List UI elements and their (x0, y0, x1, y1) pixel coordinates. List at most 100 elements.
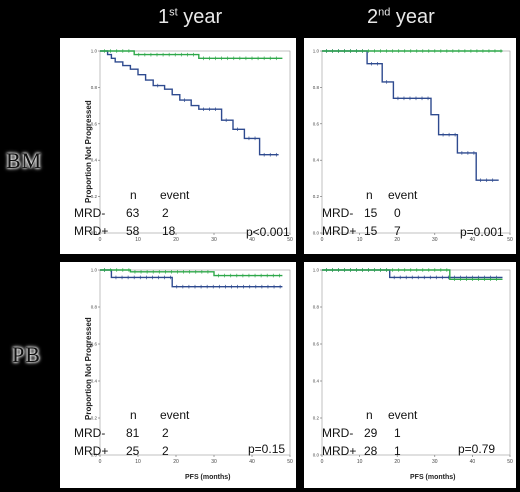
y-tick-label: 0.0 (91, 453, 98, 458)
row-name-mrd-pos: MRD+ (322, 224, 357, 238)
km-curve-mrd-neg (100, 269, 283, 277)
y-tick-label: 0.2 (91, 194, 98, 199)
x-tick-label: 40 (249, 459, 255, 465)
km-plot-bm-year1: 0.0 0.2 0.4 0.6 0.8 1.0 0 10 20 30 40 50 (91, 49, 293, 244)
stats-table-bm-year2: n event MRD- 15 0 MRD+ 15 7 (322, 188, 502, 238)
x-tick-label: 0 (321, 459, 324, 465)
n-mrd-neg: 63 (126, 206, 140, 220)
col-header-event: event (160, 188, 190, 202)
col-header-event: event (160, 408, 190, 422)
panel-bm-year1: 0.0 0.2 0.4 0.6 0.8 1.0 0 10 20 30 40 50 Proportion… (60, 38, 296, 254)
y-tick-label: 0.6 (91, 121, 98, 126)
col-title-year1-rest: year (177, 6, 223, 28)
y-tick-label: 0.8 (313, 85, 320, 90)
km-plot-bm-year2: 0.0 0.2 0.4 0.6 0.8 1.0 0 10 20 30 40 50 (313, 49, 513, 244)
y-tick-label: 0.4 (91, 379, 98, 384)
x-tick-label: 50 (507, 237, 513, 243)
n-mrd-pos: 58 (126, 224, 140, 238)
plot-frame (99, 269, 291, 456)
p-value: p=0.001 (460, 225, 504, 239)
y-tick-label: 0.0 (313, 231, 320, 236)
col-title-year1-base: 1 (158, 6, 170, 28)
km-curve-mrd-pos (322, 50, 499, 181)
x-tick-label: 0 (99, 459, 102, 465)
y-tick-label: 1.0 (313, 49, 320, 54)
y-tick-label: 1.0 (91, 268, 98, 273)
row-name-mrd-pos: MRD+ (74, 224, 109, 238)
p-value: p=0.15 (248, 442, 286, 456)
panel-pb-year2: 0.0 0.2 0.4 0.6 0.8 1.0 0 10 20 30 40 50 PFS (month… (304, 262, 516, 488)
row-label-bm: BM (6, 148, 43, 173)
stats-table-pb-year1: n event MRD- 81 2 MRD+ 25 2 (74, 408, 274, 458)
row-name-mrd-pos: MRD+ (322, 444, 357, 458)
row-name-mrd-neg: MRD- (74, 426, 106, 440)
event-mrd-pos: 2 (162, 444, 169, 458)
x-axis-label: PFS (months) (410, 474, 456, 481)
event-mrd-neg: 0 (394, 206, 401, 220)
x-tick-label: 50 (507, 459, 513, 465)
n-mrd-neg: 15 (364, 206, 378, 220)
y-tick-label: 0.4 (313, 379, 320, 384)
x-axis-label: PFS (months) (185, 474, 231, 481)
y-tick-label: 0.4 (91, 158, 98, 163)
y-tick-label: 0.8 (313, 305, 320, 310)
n-mrd-neg: 81 (126, 426, 140, 440)
km-curve-mrd-neg (100, 50, 283, 59)
row-name-mrd-neg: MRD- (74, 206, 106, 220)
n-mrd-pos: 25 (126, 444, 140, 458)
x-tick-label: 40 (249, 237, 255, 243)
panel-bm-year2: 0.0 0.2 0.4 0.6 0.8 1.0 0 10 20 30 40 50 n event MR… (304, 38, 516, 254)
row-name-mrd-neg: MRD- (322, 206, 354, 220)
col-title-year1-sup: st (169, 6, 178, 19)
p-value: p=0.79 (458, 442, 496, 456)
row-name-mrd-pos: MRD+ (74, 444, 109, 458)
p-value: p<0.001 (246, 225, 290, 239)
x-tick-label: 10 (135, 459, 141, 465)
event-mrd-pos: 7 (394, 224, 401, 238)
n-mrd-pos: 15 (364, 224, 378, 238)
y-tick-label: 0.8 (91, 305, 98, 310)
col-header-n: n (130, 188, 137, 202)
km-curve-mrd-neg (322, 269, 503, 280)
row-label-pb: PB (12, 342, 41, 367)
y-tick-label: 0.2 (313, 194, 320, 199)
col-header-event: event (388, 188, 418, 202)
km-curve-mrd-pos (100, 50, 279, 156)
y-tick-label: 0.2 (313, 416, 320, 421)
y-tick-label: 0.0 (91, 231, 98, 236)
x-tick-label: 30 (211, 237, 217, 243)
col-header-n: n (366, 408, 373, 422)
stats-table-bm-year1: n event MRD- 63 2 MRD+ 58 18 (74, 188, 274, 238)
x-tick-label: 20 (173, 459, 179, 465)
x-tick-label: 20 (394, 237, 400, 243)
n-mrd-pos: 28 (364, 444, 378, 458)
x-tick-label: 50 (287, 237, 293, 243)
y-tick-label: 0.2 (91, 416, 98, 421)
x-tick-label: 50 (287, 459, 293, 465)
col-title-year2-rest: year (390, 6, 435, 28)
x-tick-label: 40 (470, 459, 476, 465)
km-plot-pb-year1: 0.0 0.2 0.4 0.6 0.8 1.0 0 10 20 30 40 50 (91, 268, 293, 466)
x-tick-label: 40 (470, 237, 476, 243)
km-plot-pb-year2: 0.0 0.2 0.4 0.6 0.8 1.0 0 10 20 30 40 50 (313, 268, 513, 466)
col-header-n: n (366, 188, 373, 202)
plot-frame (99, 50, 291, 234)
km-curve-mrd-pos (100, 269, 283, 288)
y-tick-label: 0.6 (313, 121, 320, 126)
y-axis-label: Proportion Not Progressed (84, 317, 93, 420)
x-tick-label: 10 (357, 459, 363, 465)
y-tick-label: 0.0 (313, 453, 320, 458)
y-tick-label: 0.6 (313, 342, 320, 347)
x-tick-label: 10 (135, 237, 141, 243)
event-mrd-neg: 1 (394, 426, 401, 440)
y-tick-label: 1.0 (91, 49, 98, 54)
x-tick-label: 30 (432, 459, 438, 465)
y-tick-label: 0.8 (91, 85, 98, 90)
row-name-mrd-neg: MRD- (322, 426, 354, 440)
y-tick-label: 0.4 (313, 158, 320, 163)
x-tick-label: 10 (357, 237, 363, 243)
col-title-year1: 1st year (158, 6, 222, 29)
x-tick-label: 0 (99, 237, 102, 243)
col-header-n: n (130, 408, 137, 422)
x-tick-label: 30 (211, 459, 217, 465)
